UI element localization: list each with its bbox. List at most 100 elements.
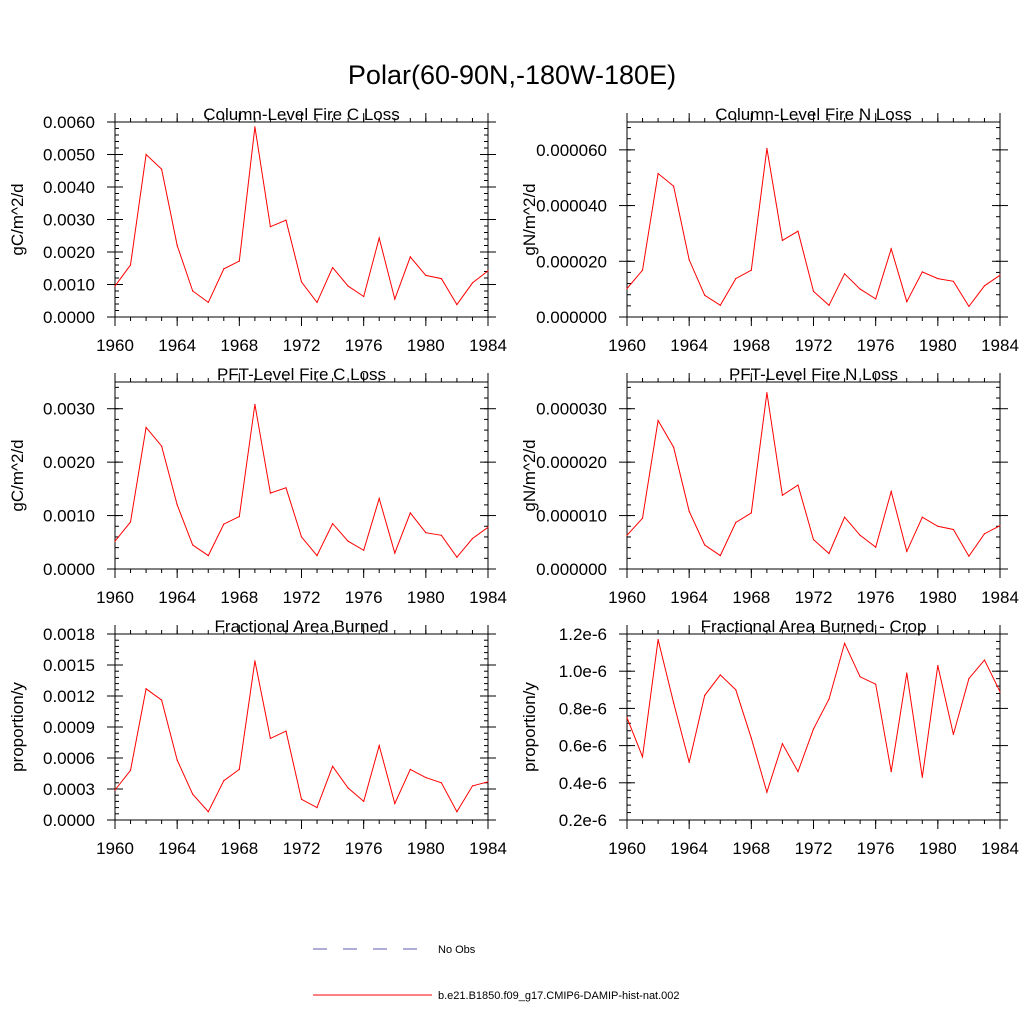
data-point [766,147,768,150]
y-tick-label: 0.6e-6 [559,737,607,756]
x-tick-label: 1984 [469,839,507,858]
data-point [409,512,411,514]
data-point [750,512,752,514]
x-tick-label: 1960 [96,839,134,858]
data-point [719,674,721,676]
data-point [316,555,318,557]
data-point [921,776,923,778]
y-tick-label: 0.000040 [536,197,607,216]
data-point [704,544,706,546]
series-line [114,126,489,306]
data-point [331,522,334,525]
x-tick-label: 1964 [158,588,196,607]
x-tick-label: 1960 [96,336,134,355]
data-point [626,534,628,536]
data-point [843,273,846,275]
data-point [192,290,194,292]
series-line [626,639,1001,794]
data-point [673,446,675,448]
series-line [114,660,489,813]
data-point [223,268,225,270]
y-tick-label: 0.0012 [43,687,95,706]
data-point [425,274,427,276]
data-point [254,660,256,662]
data-point [114,789,116,791]
data-point [394,802,396,805]
data-point [641,269,644,271]
data-point [300,798,303,800]
data-point [828,552,830,555]
data-point [269,492,272,494]
legend-entry-no-obs: No Obs [313,944,476,956]
data-point [114,285,116,287]
x-tick-label: 1968 [732,588,770,607]
data-point [921,271,923,273]
data-point [440,782,442,784]
x-tick-label: 1960 [608,588,646,607]
x-tick-label: 1976 [857,588,895,607]
data-point [440,534,442,536]
data-point [176,759,178,761]
y-tick-label: 0.000000 [536,560,607,579]
y-tick-label: 0.0018 [43,625,95,644]
y-tick-label: 0.0000 [43,560,95,579]
y-tick-label: 0.0010 [43,276,95,295]
data-point [300,536,303,538]
y-tick-label: 0.000020 [536,252,607,271]
x-tick-label: 1964 [158,336,196,355]
data-point [906,301,908,303]
data-point [145,426,147,429]
y-tick-label: 0.0010 [43,507,95,526]
data-point [719,304,721,306]
x-tick-label: 1972 [795,336,833,355]
data-point [812,290,815,292]
data-point [937,277,939,280]
data-point [176,244,178,247]
data-point [906,550,908,552]
data-point [223,523,225,525]
plot-frame [114,381,489,570]
y-tick-label: 0.0030 [43,400,95,419]
data-point [316,807,318,809]
data-point [378,497,380,500]
x-tick-label: 1984 [981,839,1019,858]
x-tick-label: 1972 [283,839,321,858]
y-tick-label: 0.000010 [536,507,607,526]
data-point [145,153,147,156]
data-point [626,717,628,719]
data-point [843,642,846,644]
data-point [657,419,659,422]
x-tick-label: 1984 [469,336,507,355]
data-point [409,768,411,770]
series-line [626,392,1001,558]
data-point [890,771,892,773]
y-tick-label: 0.0060 [43,113,95,132]
data-point [129,521,132,523]
series-line [626,148,1001,308]
data-point [890,490,892,493]
data-point [812,539,815,541]
y-tick-label: 0.0015 [43,656,95,675]
y-tick-label: 0.4e-6 [559,774,607,793]
y-tick-label: 0.000000 [536,308,607,327]
data-point [254,126,256,128]
data-point [843,516,846,518]
data-point [363,800,365,803]
x-tick-label: 1984 [981,588,1019,607]
y-tick-label: 0.000030 [536,400,607,419]
data-point [641,756,644,758]
x-tick-label: 1960 [608,839,646,858]
x-tick-label: 1984 [469,588,507,607]
x-tick-label: 1960 [608,336,646,355]
plot-frame [626,121,1001,318]
data-point [440,278,442,280]
data-point [347,787,349,789]
data-point [999,691,1001,693]
data-point [269,737,272,739]
data-point [487,526,489,528]
data-point [828,304,830,306]
y-axis-label: gC/m^2/d [8,183,27,255]
data-point [890,248,892,250]
data-point [719,555,721,557]
